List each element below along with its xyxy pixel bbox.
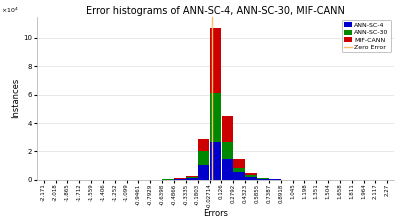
Bar: [174, 178, 186, 179]
X-axis label: Errors: Errors: [203, 209, 228, 218]
Bar: [245, 174, 257, 177]
Bar: [245, 173, 257, 174]
Bar: [210, 28, 221, 93]
Y-axis label: Instances: Instances: [12, 78, 21, 118]
Bar: [210, 142, 221, 180]
Bar: [186, 176, 198, 177]
Bar: [198, 151, 210, 165]
Zero Error: [209, 179, 214, 181]
Bar: [174, 179, 186, 180]
Bar: [222, 159, 233, 180]
Bar: [245, 177, 257, 180]
Bar: [269, 179, 280, 180]
Bar: [257, 179, 269, 180]
Bar: [198, 165, 210, 180]
Bar: [186, 177, 198, 178]
Text: $\times10^4$: $\times10^4$: [1, 6, 18, 15]
Bar: [186, 178, 198, 180]
Zero Error: [209, 179, 214, 181]
Bar: [198, 139, 210, 151]
Legend: ANN-SC-4, ANN-SC-30, MIF-CANN, Zero Error: ANN-SC-4, ANN-SC-30, MIF-CANN, Zero Erro…: [342, 20, 391, 52]
Bar: [222, 116, 233, 142]
Title: Error histograms of ANN-SC-4, ANN-SC-30, MIF-CANN: Error histograms of ANN-SC-4, ANN-SC-30,…: [86, 6, 345, 16]
Bar: [233, 172, 245, 180]
Bar: [233, 159, 245, 168]
Bar: [210, 93, 221, 142]
Bar: [257, 178, 269, 179]
Bar: [233, 168, 245, 172]
Bar: [222, 142, 233, 159]
